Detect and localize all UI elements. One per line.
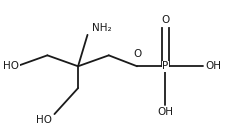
Text: HO: HO [3,61,19,71]
Text: OH: OH [205,61,222,71]
Text: O: O [161,15,170,25]
Text: HO: HO [36,116,52,125]
Text: O: O [133,49,141,59]
Text: P: P [162,61,169,71]
Text: NH₂: NH₂ [92,23,112,34]
Text: OH: OH [157,107,173,117]
